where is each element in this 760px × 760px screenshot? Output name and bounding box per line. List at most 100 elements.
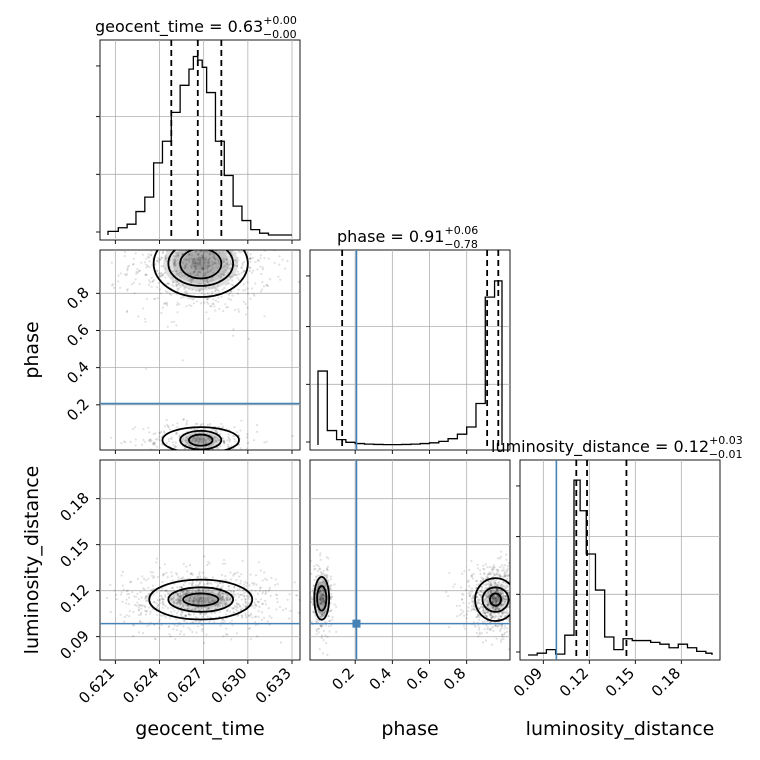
sample-point bbox=[226, 598, 229, 601]
sample-point bbox=[190, 608, 193, 611]
sample-point bbox=[200, 607, 203, 610]
x-axis-label-geocent-time: geocent_time bbox=[135, 718, 264, 740]
sample-point bbox=[138, 603, 141, 607]
sample-point bbox=[319, 602, 322, 605]
sample-point bbox=[184, 242, 186, 244]
sample-point bbox=[219, 454, 221, 456]
sample-point bbox=[176, 235, 178, 237]
sample-point bbox=[210, 611, 213, 615]
sample-point bbox=[511, 628, 513, 630]
sample-point bbox=[207, 261, 210, 264]
sample-point bbox=[509, 606, 510, 609]
sample-point bbox=[163, 302, 167, 305]
sample-point bbox=[274, 593, 278, 596]
sample-point bbox=[182, 438, 185, 441]
sample-point bbox=[212, 298, 215, 301]
sample-point bbox=[211, 241, 213, 243]
sample-point bbox=[142, 632, 145, 635]
sample-point bbox=[206, 423, 209, 426]
sample-point bbox=[499, 629, 502, 633]
sample-point bbox=[175, 611, 178, 615]
sample-point bbox=[222, 250, 225, 253]
sample-point bbox=[134, 438, 137, 441]
sample-point bbox=[505, 602, 508, 605]
sample-point bbox=[197, 589, 200, 592]
sample-point bbox=[223, 600, 226, 603]
sample-point bbox=[212, 256, 215, 259]
sample-point bbox=[197, 436, 200, 439]
sample-point bbox=[175, 255, 178, 258]
sample-point bbox=[255, 241, 257, 243]
sample-point bbox=[168, 247, 170, 249]
sample-point bbox=[511, 583, 513, 585]
sample-point bbox=[166, 282, 170, 285]
sample-point bbox=[279, 278, 282, 281]
sample-point bbox=[501, 604, 504, 607]
sample-point bbox=[221, 582, 225, 585]
sample-point bbox=[239, 251, 242, 254]
sample-point bbox=[180, 271, 183, 274]
sample-point bbox=[129, 580, 132, 584]
sample-point bbox=[513, 611, 515, 613]
sample-point bbox=[193, 260, 196, 263]
sample-point bbox=[217, 601, 220, 605]
sample-point bbox=[197, 227, 199, 229]
sample-point bbox=[478, 593, 481, 596]
sample-point bbox=[183, 290, 187, 294]
sample-point bbox=[165, 571, 168, 575]
sample-point bbox=[214, 258, 217, 261]
sample-point bbox=[168, 292, 171, 295]
sample-point bbox=[310, 578, 311, 580]
panel-frame bbox=[99, 459, 301, 661]
sample-point bbox=[323, 594, 326, 597]
sample-point bbox=[145, 595, 148, 598]
sample-point bbox=[112, 283, 115, 286]
sample-point bbox=[237, 592, 240, 595]
sample-point bbox=[513, 609, 515, 611]
sample-point bbox=[320, 572, 323, 575]
sample-point bbox=[294, 594, 298, 597]
sample-point bbox=[226, 263, 229, 266]
sample-point bbox=[484, 614, 487, 618]
sample-point bbox=[229, 267, 232, 270]
sample-point bbox=[226, 235, 228, 237]
title-value: 0.63 bbox=[228, 17, 264, 36]
sample-point bbox=[322, 589, 325, 592]
sample-point bbox=[327, 579, 330, 582]
sample-point bbox=[185, 264, 188, 267]
sample-point bbox=[203, 258, 206, 261]
sample-point bbox=[453, 583, 456, 586]
sample-point bbox=[152, 593, 155, 596]
sample-point bbox=[329, 610, 332, 613]
sample-point bbox=[219, 581, 222, 585]
sample-point bbox=[197, 599, 200, 602]
sample-point bbox=[128, 264, 131, 267]
sample-point bbox=[479, 590, 482, 593]
sample-point bbox=[257, 561, 260, 564]
sample-point bbox=[211, 245, 213, 247]
sample-point bbox=[253, 582, 256, 585]
sample-point bbox=[492, 590, 495, 593]
sample-point bbox=[481, 632, 484, 635]
sample-point bbox=[199, 259, 202, 262]
sample-point bbox=[209, 264, 212, 267]
sample-point bbox=[501, 569, 504, 572]
sample-point bbox=[492, 629, 495, 633]
sample-point bbox=[286, 260, 289, 263]
sample-point bbox=[185, 419, 189, 422]
sample-point bbox=[109, 234, 111, 236]
sample-point bbox=[142, 438, 145, 441]
sample-point bbox=[143, 232, 145, 234]
sample-point bbox=[496, 625, 499, 628]
sample-point bbox=[131, 624, 135, 627]
sample-point bbox=[187, 613, 190, 616]
sample-point bbox=[173, 624, 176, 627]
sample-point bbox=[209, 616, 212, 619]
sample-point bbox=[505, 597, 508, 601]
sample-point bbox=[315, 575, 318, 578]
sample-point bbox=[504, 600, 507, 603]
sample-point bbox=[248, 627, 251, 631]
sample-point bbox=[179, 243, 181, 245]
sample-point bbox=[155, 602, 158, 605]
sample-point bbox=[145, 599, 148, 602]
